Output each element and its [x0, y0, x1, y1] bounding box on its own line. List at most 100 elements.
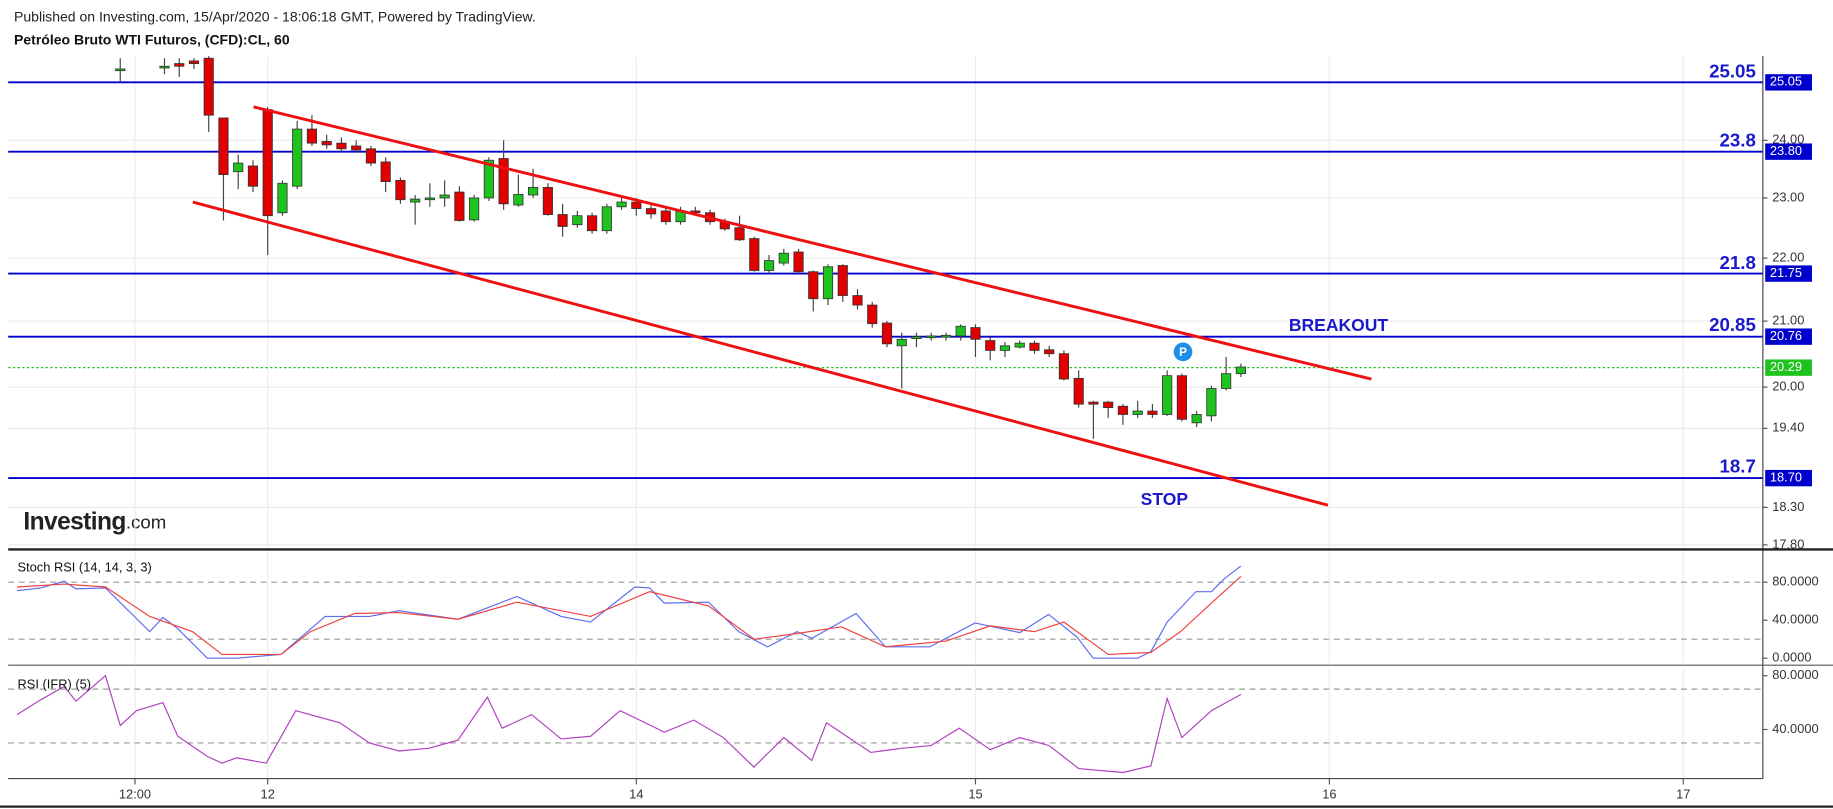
y-tick-label: 23.00 [1772, 189, 1804, 204]
y-tick-label: 24.00 [1772, 132, 1804, 147]
y-tick-label: 17.80 [1772, 536, 1804, 551]
y-tick-label: 80.0000 [1772, 667, 1818, 682]
candle-body [1103, 401, 1114, 409]
panel-title: RSI (IFR) (5) [18, 676, 92, 691]
candle-body [837, 265, 848, 296]
candle-body [277, 182, 288, 214]
candle-body [1221, 373, 1232, 389]
x-tick-label: 12:00 [119, 786, 151, 801]
candle-body [454, 191, 465, 221]
candle-body [351, 145, 362, 151]
candle-body [203, 57, 214, 116]
candle-body [601, 206, 612, 232]
trendline [253, 105, 1372, 381]
candle-body [159, 65, 170, 69]
logo-suffix: .com [126, 512, 167, 533]
candle-body [1029, 342, 1040, 351]
indicator-line [16, 674, 1242, 774]
signal-marker-label: P [1179, 346, 1187, 359]
level-axis-label: 21.75 [1770, 265, 1802, 280]
candle-body [1073, 377, 1084, 405]
annotation: 23.8 [1719, 129, 1755, 150]
level-axis-label: 18.70 [1770, 470, 1802, 485]
candle-body [749, 238, 760, 271]
candle-body [1088, 401, 1099, 405]
candle-body [188, 60, 200, 64]
x-tick-label: 17 [1676, 786, 1690, 801]
candle-body [1176, 375, 1187, 420]
annotation: STOP [1141, 489, 1189, 509]
candle-body [660, 210, 671, 223]
candle-body [867, 304, 878, 325]
candle-body [410, 198, 421, 203]
candle-body [999, 345, 1011, 351]
candle-body [174, 63, 185, 67]
candle-body [1206, 388, 1217, 417]
x-tick-label: 15 [968, 786, 982, 801]
candle-body [513, 194, 524, 206]
published-note: Published on Investing.com, 15/Apr/2020 … [14, 8, 536, 24]
candle-body [1014, 342, 1025, 348]
candle-body [557, 214, 568, 227]
candle-body [306, 128, 318, 144]
candle-body [734, 227, 745, 241]
candle-body [1191, 414, 1202, 424]
y-tick-label: 0.0000 [1772, 650, 1811, 665]
candle-body [822, 266, 834, 300]
candle-body [1162, 375, 1173, 415]
candle-body [498, 158, 509, 205]
y-tick-label: 22.00 [1772, 250, 1804, 265]
trendline [192, 200, 1329, 507]
candle-body [469, 197, 480, 221]
candle-body [395, 179, 406, 201]
candle-body [247, 165, 259, 187]
level-axis-box [1765, 469, 1812, 487]
level-axis-label: 20.76 [1770, 328, 1802, 343]
candle-body [292, 128, 303, 187]
signal-marker [1173, 342, 1193, 362]
candle-body [528, 186, 539, 196]
annotation: BREAKOUT [1289, 315, 1389, 335]
candle-body [1235, 366, 1246, 375]
current-price-label: 20.29 [1770, 359, 1802, 374]
candle-body [321, 141, 332, 146]
candle-body [631, 201, 642, 209]
candle-body [1117, 405, 1129, 415]
level-axis-box [1765, 265, 1812, 282]
level-axis-box [1765, 74, 1812, 91]
candle-body [881, 322, 893, 345]
symbol-title: Petróleo Bruto WTI Futuros, (CFD):CL, 60 [14, 32, 290, 48]
candle-body [424, 197, 435, 201]
annotation: 18.7 [1719, 456, 1755, 477]
logo-brand: Investing [23, 509, 125, 536]
y-tick-label: 18.30 [1772, 499, 1804, 514]
indicator-line [17, 576, 1242, 656]
candle-body [380, 161, 391, 182]
candle-body [985, 340, 996, 351]
x-tick-label: 16 [1322, 786, 1336, 801]
y-tick-label: 40.0000 [1772, 721, 1818, 736]
logo: Investing.com [23, 509, 166, 536]
candle-body [233, 162, 244, 173]
level-axis-box [1765, 143, 1812, 160]
candle-body [616, 201, 627, 208]
panel-title: Stoch RSI (14, 14, 3, 3) [18, 560, 152, 575]
candle-body [645, 208, 657, 215]
candle-body [763, 260, 775, 271]
x-tick-label: 14 [629, 786, 643, 801]
y-tick-label: 80.0000 [1772, 574, 1818, 589]
candle-body [1044, 349, 1055, 355]
candle-body [1058, 353, 1070, 380]
candle-body [955, 325, 966, 337]
candle-body [911, 336, 922, 340]
candle-body [1132, 410, 1143, 415]
candle-body [572, 215, 583, 226]
candle-body [262, 109, 273, 217]
candle-body [852, 295, 863, 306]
candle-body [896, 338, 907, 347]
candle-body [115, 68, 126, 72]
level-axis-box [1765, 328, 1812, 345]
